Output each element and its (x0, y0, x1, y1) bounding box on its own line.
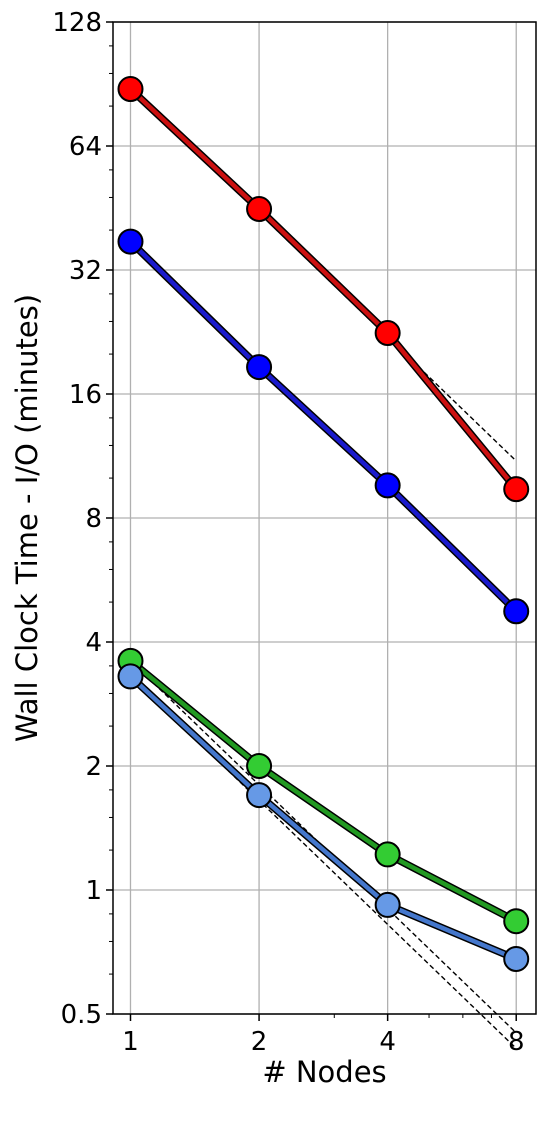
series-1-point (117, 76, 144, 103)
series-1-line (128, 87, 518, 491)
x-axis-title: # Nodes (262, 1055, 386, 1089)
series-3-line-outline (128, 657, 518, 925)
x-tick-label: 4 (379, 1027, 396, 1057)
series-2-point (117, 228, 144, 255)
series-2-point (246, 354, 273, 381)
series-lines (127, 86, 520, 963)
series-4-point (117, 663, 144, 690)
reference-lines (130, 88, 517, 1049)
series-3-point (503, 908, 530, 935)
y-tick-label: 0.5 (61, 1000, 102, 1030)
series-3-point (246, 753, 273, 779)
y-tick-label: 64 (69, 132, 102, 162)
series-4-point (503, 945, 530, 972)
series-1-point (503, 476, 530, 503)
series-4-line-outline (127, 673, 518, 963)
series-1-point (374, 320, 401, 347)
y-tick-label: 8 (85, 504, 102, 534)
series-2-point (503, 598, 530, 625)
series-4-point (374, 891, 401, 918)
series-2-point (374, 472, 401, 499)
y-tick-label: 1 (85, 876, 102, 906)
y-tick-label: 2 (85, 752, 102, 782)
series-4-line (128, 674, 518, 962)
x-tick-label: 8 (508, 1027, 525, 1057)
y-tick-label: 128 (52, 8, 102, 38)
y-axis-title: Wall Clock Time - I/O (minutes) (10, 294, 44, 742)
grid (113, 21, 536, 1015)
x-tick-label: 1 (122, 1027, 139, 1057)
series-2-line (128, 240, 518, 613)
series-3-point (374, 841, 401, 868)
x-tick-label: 2 (251, 1027, 268, 1057)
axis-ticks: 1 2 4 8 0.5 1 2 4 8 16 32 64 128 (52, 8, 524, 1057)
series-1-point (246, 196, 273, 223)
data-points (117, 76, 530, 972)
y-tick-label: 4 (85, 628, 102, 658)
y-tick-label: 32 (69, 256, 102, 286)
series-4-point (246, 782, 273, 809)
series-3-line (129, 659, 518, 924)
y-tick-label: 16 (69, 380, 102, 410)
